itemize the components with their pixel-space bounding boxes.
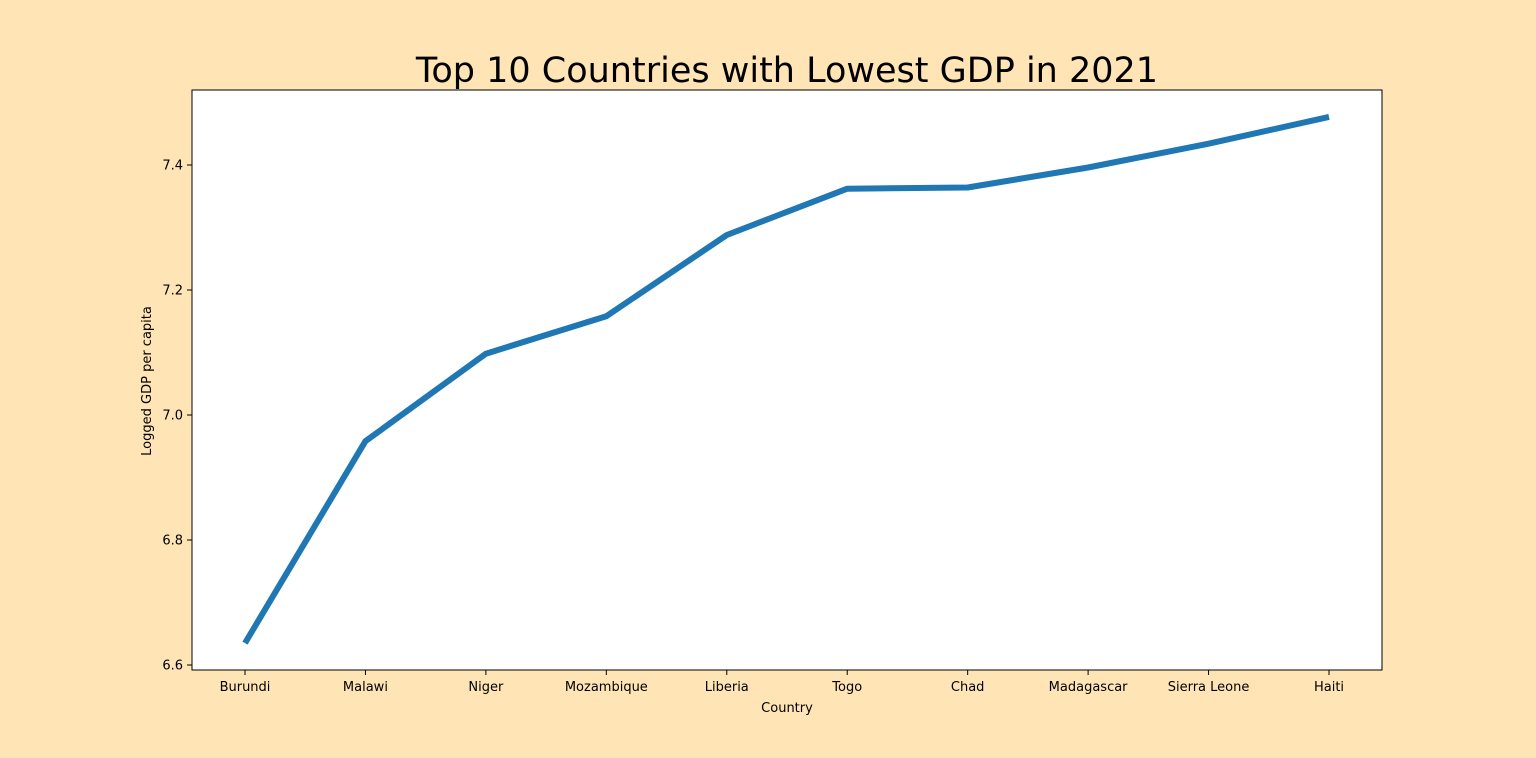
y-tick-label: 6.6 [162, 659, 183, 674]
data-point-mozambique [603, 313, 609, 319]
y-tick-label: 7.4 [162, 159, 183, 174]
x-tick-label: Haiti [1314, 680, 1344, 695]
data-point-chad [965, 185, 971, 191]
x-axis: Burundi Malawi Niger Mozambique Liberia Togo C… [220, 670, 1344, 695]
series-gdp [242, 113, 1332, 646]
x-tick-label: Sierra Leone [1168, 680, 1250, 695]
data-point-burundi [242, 640, 248, 646]
y-axis: 6.6 6.8 7.0 7.2 7.4 [162, 159, 192, 674]
data-point-togo [844, 186, 850, 192]
data-point-liberia [724, 232, 730, 238]
data-point-malawi [362, 438, 368, 444]
y-tick-label: 7.2 [162, 284, 183, 299]
x-tick-label: Madagascar [1049, 680, 1129, 695]
data-point-haiti [1326, 114, 1332, 120]
x-tick-label: Niger [468, 680, 504, 695]
chart-title: Top 10 Countries with Lowest GDP in 2021 [415, 51, 1158, 91]
data-point-madagascar [1085, 165, 1091, 171]
x-tick-label: Mozambique [565, 680, 648, 695]
x-tick-label: Togo [831, 680, 862, 695]
data-point-sierra-leone [1206, 141, 1212, 147]
y-tick-label: 6.8 [162, 534, 183, 549]
y-axis-label: Logged GDP per capita [140, 306, 155, 456]
data-point-niger [483, 351, 489, 357]
series-line [242, 113, 1330, 645]
plot-area [191, 89, 1383, 671]
x-tick-label: Chad [951, 680, 985, 695]
x-tick-label: Liberia [705, 680, 749, 695]
y-tick-label: 7.0 [162, 409, 183, 424]
x-axis-label: Country [761, 701, 813, 716]
x-tick-label: Burundi [220, 680, 271, 695]
x-tick-label: Malawi [343, 680, 388, 695]
